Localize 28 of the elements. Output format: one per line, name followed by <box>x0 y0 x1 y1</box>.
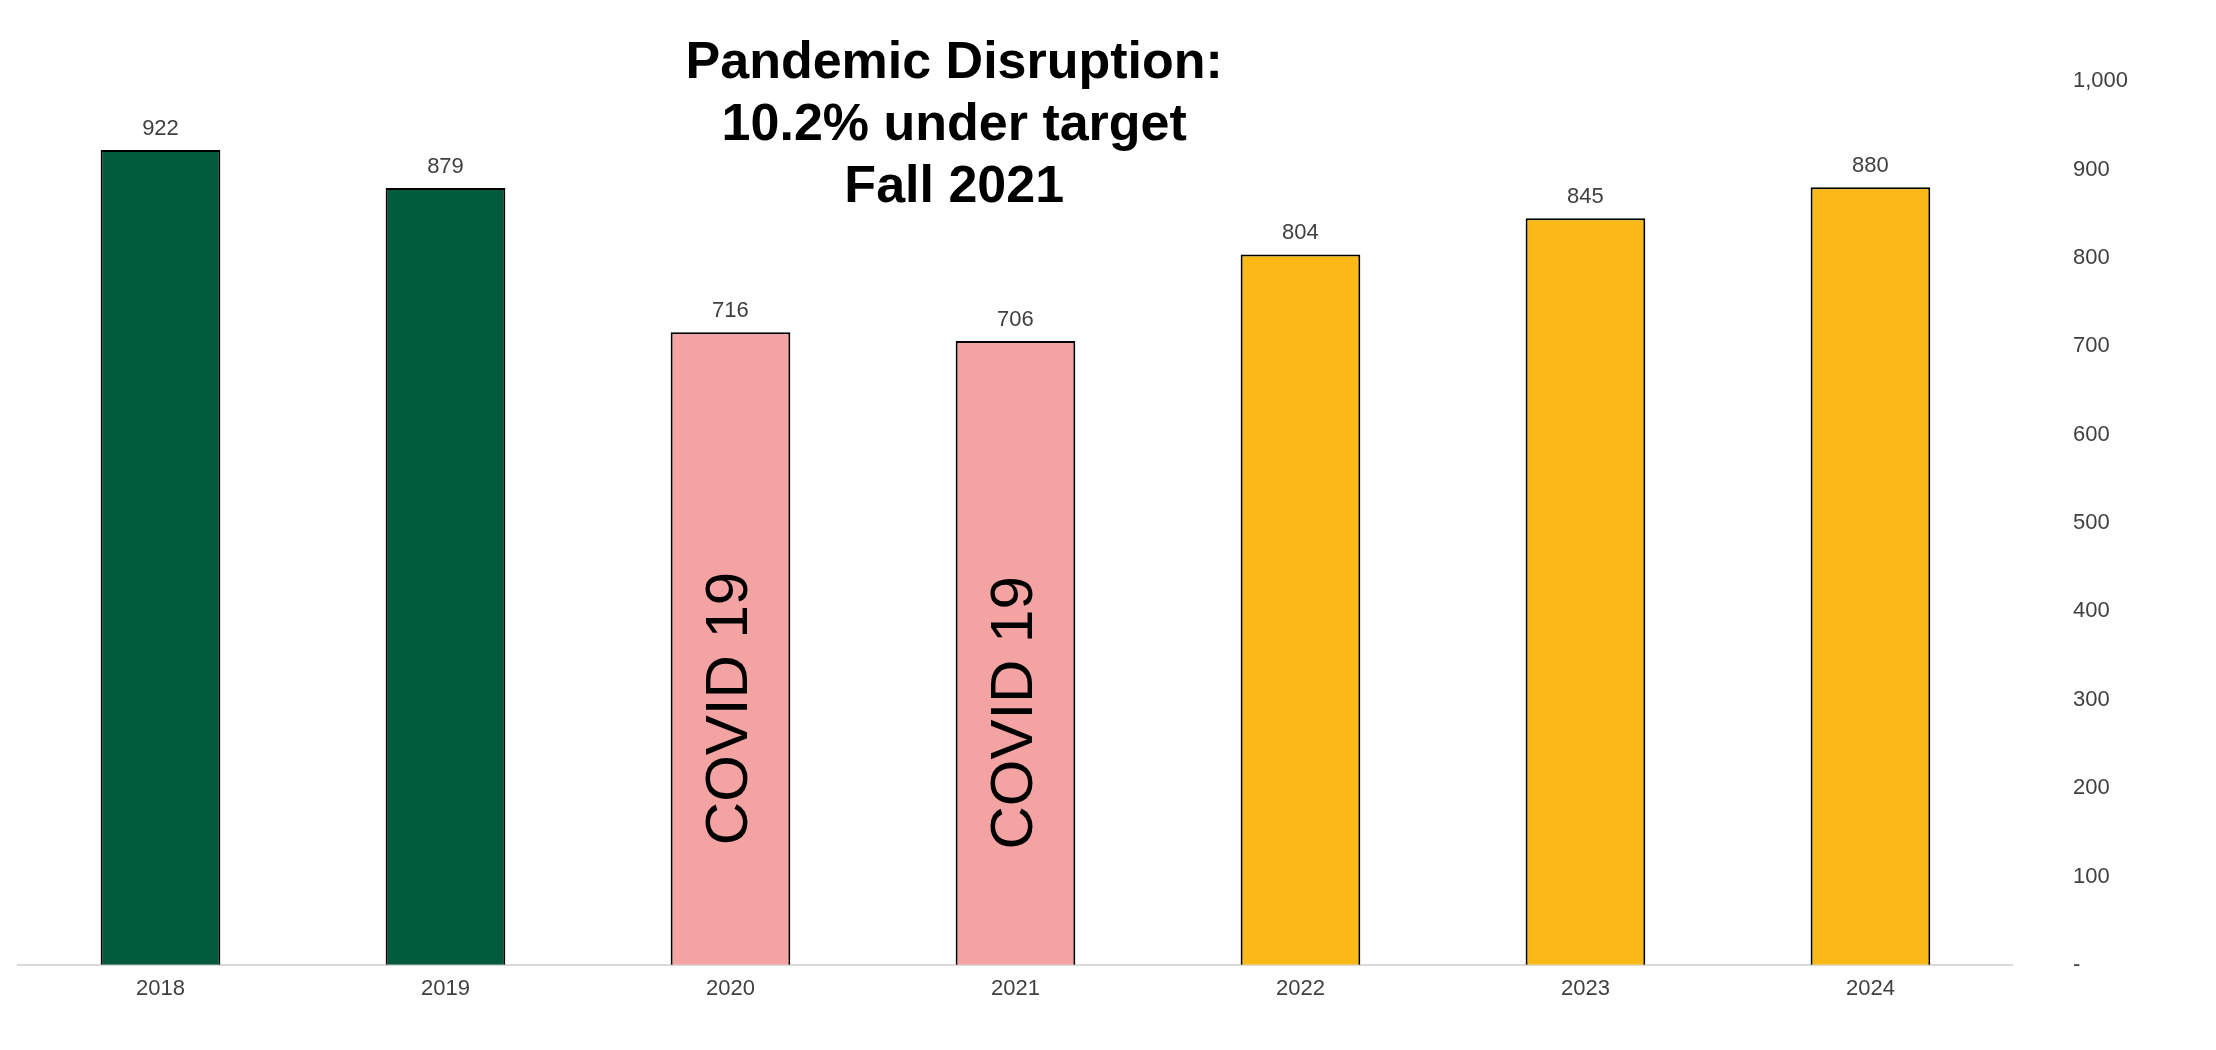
x-tick-label: 2023 <box>1560 975 1610 1001</box>
y-tick-label: 400 <box>2072 597 2110 623</box>
y-tick-label: 300 <box>2072 685 2110 711</box>
y-tick-label: - <box>2072 950 2081 976</box>
y-tick-label: 1,000 <box>2072 67 2129 93</box>
y-tick-label: 600 <box>2072 420 2110 446</box>
annotation: COVID 19 <box>978 576 1046 850</box>
chart-title: Pandemic Disruption: 10.2% under target Fall 2021 <box>685 31 1223 214</box>
data-label: 880 <box>1852 152 1889 178</box>
y-tick-label: 100 <box>2072 862 2110 888</box>
x-tick-label: 2020 <box>706 975 755 1001</box>
data-label: 922 <box>142 115 179 141</box>
x-tick-label: 2024 <box>1845 975 1895 1001</box>
data-label: 804 <box>1282 219 1319 245</box>
y-tick-label: 900 <box>2072 155 2110 181</box>
y-tick-label: 500 <box>2072 509 2110 535</box>
data-label: 879 <box>427 153 464 179</box>
x-tick-label: 2021 <box>991 975 1040 1001</box>
data-label: 716 <box>712 297 749 323</box>
y-tick-label: 700 <box>2072 332 2110 358</box>
y-tick-label: 200 <box>2072 774 2110 800</box>
annotation: COVID 19 <box>693 571 761 846</box>
x-tick-label: 2019 <box>421 975 470 1001</box>
x-tick-label: 2018 <box>136 975 185 1001</box>
data-label: 706 <box>997 306 1034 332</box>
x-tick-label: 2022 <box>1275 975 1325 1001</box>
data-label: 845 <box>1567 183 1604 209</box>
y-tick-label: 800 <box>2072 243 2110 269</box>
